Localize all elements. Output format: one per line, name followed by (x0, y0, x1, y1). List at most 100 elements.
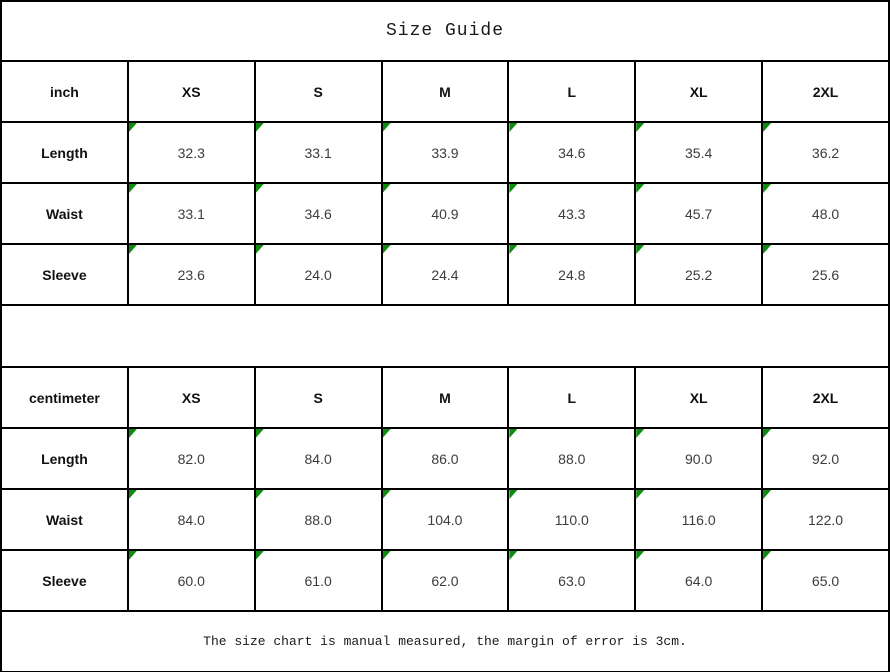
cell-corner-marker-icon (382, 490, 391, 499)
cell-corner-marker-icon (636, 429, 645, 438)
cell-corner-marker-icon (636, 123, 645, 132)
size-cell: 48.0 (761, 182, 890, 245)
column-header-l: L (507, 366, 637, 429)
size-value: 45.7 (685, 205, 713, 222)
column-header-xl: XL (634, 60, 764, 123)
size-cell: 62.0 (380, 549, 510, 612)
cell-corner-marker-icon (382, 429, 391, 438)
size-value: 23.6 (177, 266, 205, 283)
size-value: 84.0 (304, 450, 332, 467)
cell-corner-marker-icon (255, 429, 264, 438)
size-cell: 64.0 (634, 549, 764, 612)
cell-corner-marker-icon (382, 123, 391, 132)
table-row: Sleeve 23.6 24.0 24.4 24.8 25.2 25.6 (0, 243, 890, 306)
size-cell: 24.4 (380, 243, 510, 306)
size-value: 35.4 (685, 144, 713, 161)
column-header-2xl: 2XL (761, 60, 890, 123)
cell-corner-marker-icon (128, 184, 137, 193)
cell-corner-marker-icon (255, 245, 264, 254)
size-cell: 116.0 (634, 488, 764, 551)
cell-corner-marker-icon (382, 551, 391, 560)
size-cell: 84.0 (253, 427, 383, 490)
size-value: 88.0 (304, 511, 332, 528)
size-cell: 32.3 (126, 121, 256, 184)
size-value: 60.0 (177, 572, 205, 589)
size-value: 48.0 (811, 205, 840, 222)
cell-corner-marker-icon (128, 123, 137, 132)
size-value: 61.0 (304, 572, 332, 589)
cell-corner-marker-icon (255, 551, 264, 560)
size-cell: 24.8 (507, 243, 637, 306)
size-value: 84.0 (177, 511, 205, 528)
cell-corner-marker-icon (509, 184, 518, 193)
cell-corner-marker-icon (255, 490, 264, 499)
size-cell: 65.0 (761, 549, 890, 612)
size-value: 62.0 (431, 572, 459, 589)
size-value: 90.0 (685, 450, 713, 467)
size-value: 33.1 (177, 205, 205, 222)
size-value: 65.0 (811, 572, 840, 589)
size-cell: 33.9 (380, 121, 510, 184)
cell-corner-marker-icon (255, 184, 264, 193)
cell-corner-marker-icon (128, 490, 137, 499)
cell-corner-marker-icon (509, 123, 518, 132)
cell-corner-marker-icon (509, 429, 518, 438)
size-cell: 33.1 (126, 182, 256, 245)
spacer-row (0, 304, 890, 368)
size-value: 32.3 (177, 144, 205, 161)
size-cell: 34.6 (507, 121, 637, 184)
cell-corner-marker-icon (763, 551, 772, 560)
cell-corner-marker-icon (509, 551, 518, 560)
cell-corner-marker-icon (763, 490, 772, 499)
size-cell: 25.2 (634, 243, 764, 306)
cell-corner-marker-icon (636, 551, 645, 560)
size-value: 25.2 (685, 266, 713, 283)
row-label-sleeve: Sleeve (0, 243, 129, 306)
size-value: 110.0 (554, 511, 589, 528)
footer-row: The size chart is manual measured, the m… (0, 610, 890, 672)
size-cell: 43.3 (507, 182, 637, 245)
column-header-m: M (380, 366, 510, 429)
table-row: Length 82.0 84.0 86.0 88.0 90.0 92.0 (0, 427, 890, 490)
inch-header-row: inch XS S M L XL 2XL (0, 60, 890, 123)
column-header-xs: XS (126, 60, 256, 123)
table-row: Sleeve 60.0 61.0 62.0 63.0 64.0 65.0 (0, 549, 890, 612)
size-cell: 45.7 (634, 182, 764, 245)
column-header-m: M (380, 60, 510, 123)
size-cell: 110.0 (507, 488, 637, 551)
size-cell: 86.0 (380, 427, 510, 490)
row-label-waist: Waist (0, 488, 129, 551)
title-row: Size Guide (0, 0, 890, 62)
cell-corner-marker-icon (382, 245, 391, 254)
unit-label-inch: inch (0, 60, 129, 123)
size-value: 25.6 (811, 266, 840, 283)
size-cell: 82.0 (126, 427, 256, 490)
size-value: 24.8 (558, 266, 586, 283)
cell-corner-marker-icon (763, 184, 772, 193)
size-cell: 122.0 (761, 488, 890, 551)
size-value: 34.6 (304, 205, 332, 222)
spacer-cell (0, 304, 890, 368)
column-header-s: S (253, 366, 383, 429)
table-row: Waist 84.0 88.0 104.0 110.0 116.0 122.0 (0, 488, 890, 551)
table-row: Length 32.3 33.1 33.9 34.6 35.4 36.2 (0, 121, 890, 184)
page-title: Size Guide (0, 0, 890, 62)
size-cell: 63.0 (507, 549, 637, 612)
column-header-xl: XL (634, 366, 764, 429)
size-cell: 36.2 (761, 121, 890, 184)
size-cell: 25.6 (761, 243, 890, 306)
cell-corner-marker-icon (636, 245, 645, 254)
size-value: 24.4 (431, 266, 459, 283)
size-cell: 88.0 (253, 488, 383, 551)
row-label-waist: Waist (0, 182, 129, 245)
table-row: Waist 33.1 34.6 40.9 43.3 45.7 48.0 (0, 182, 890, 245)
size-cell: 35.4 (634, 121, 764, 184)
size-value: 122.0 (808, 511, 844, 528)
size-cell: 24.0 (253, 243, 383, 306)
size-value: 104.0 (427, 511, 463, 528)
size-cell: 88.0 (507, 427, 637, 490)
size-value: 82.0 (177, 450, 205, 467)
cell-corner-marker-icon (763, 429, 772, 438)
